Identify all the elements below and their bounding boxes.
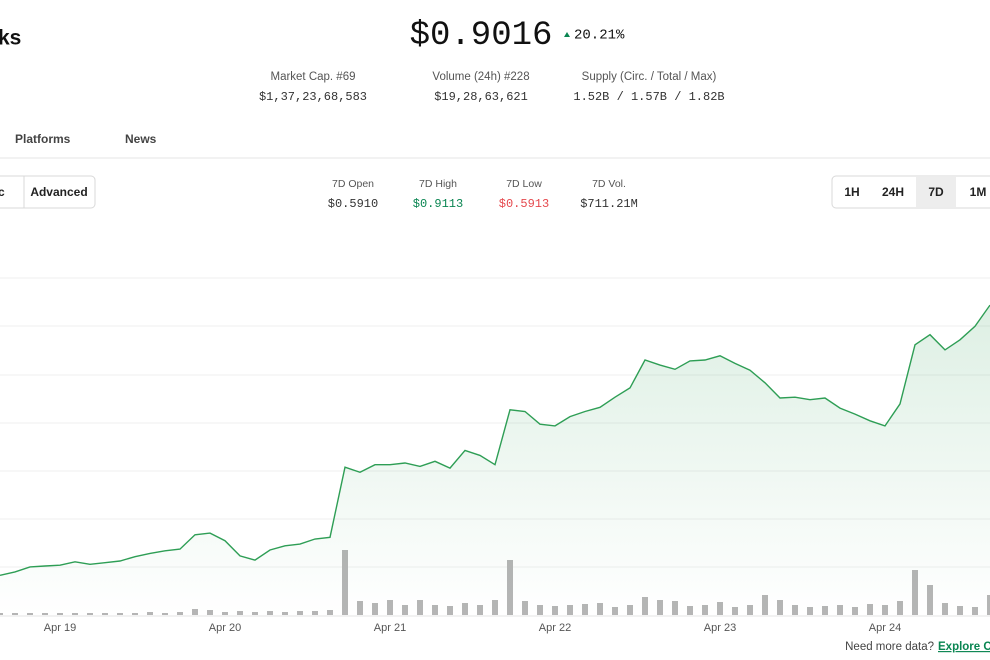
tab[interactable]: News — [125, 132, 157, 146]
stat-value: 1.52B / 1.57B / 1.82B — [573, 90, 724, 104]
mode-button[interactable]: Advanced — [30, 185, 87, 199]
period-value: $0.9113 — [413, 197, 463, 211]
period-value: $0.5910 — [328, 197, 378, 211]
period-value: $0.5913 — [499, 197, 549, 211]
period-label: 7D High — [419, 178, 457, 190]
x-tick-label: Apr 23 — [704, 622, 736, 634]
footer-link[interactable]: Explore C — [938, 641, 990, 653]
x-tick-label: Apr 21 — [374, 622, 406, 634]
price: $0.9016 — [410, 17, 553, 55]
price-line — [0, 304, 990, 576]
x-tick-label: Apr 20 — [209, 622, 241, 634]
stat-label: Supply (Circ. / Total / Max) — [582, 71, 717, 83]
range-buttons: 1H 24H 7D 1M — [844, 177, 986, 207]
footer-prompt: Need more data? — [845, 641, 934, 653]
stat-value: $1,37,23,68,583 — [259, 90, 367, 104]
price-chart: Apr 19 Apr 20 Apr 21 Apr 22 Apr 23 Apr 24 — [0, 304, 990, 634]
stat-label: Market Cap. #69 — [270, 71, 355, 83]
stat-value: $19,28,63,621 — [434, 90, 528, 104]
price-area — [0, 305, 990, 615]
range-button[interactable]: 1H — [844, 185, 859, 199]
period-value: $711.21M — [580, 197, 638, 211]
mode-button[interactable]: c — [0, 185, 5, 199]
period-label: 7D Vol. — [592, 178, 626, 190]
stat-label: Volume (24h) #228 — [432, 71, 529, 83]
price-change: 20.21% — [574, 28, 625, 44]
x-tick-label: Apr 19 — [44, 622, 76, 634]
active-range — [916, 177, 956, 207]
range-button[interactable]: 7D — [928, 185, 944, 199]
up-arrow — [564, 32, 570, 37]
tab[interactable]: Platforms — [15, 132, 71, 146]
asset-name: ks — [0, 27, 21, 50]
period-label: 7D Open — [332, 178, 374, 190]
period-label: 7D Low — [506, 178, 542, 190]
x-tick-label: Apr 22 — [539, 622, 571, 634]
range-button[interactable]: 1M — [970, 185, 987, 199]
x-tick-label: Apr 24 — [869, 622, 901, 634]
range-button[interactable]: 24H — [882, 185, 904, 199]
